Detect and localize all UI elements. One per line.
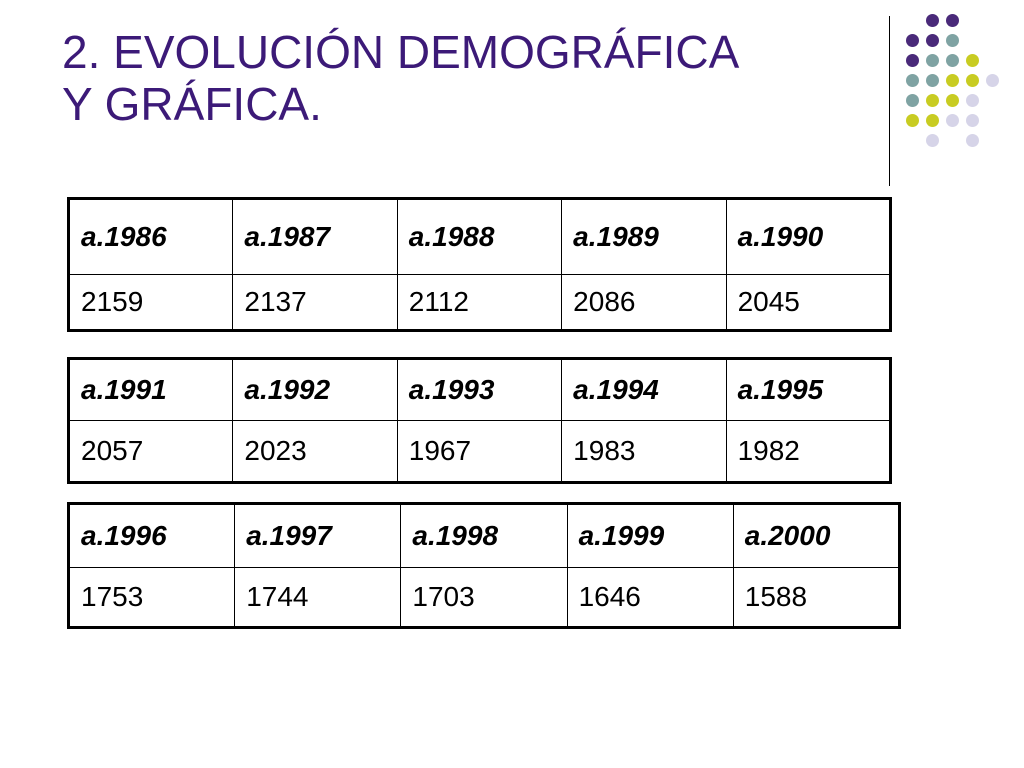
decorative-dot <box>966 54 979 67</box>
decorative-dot <box>986 74 999 87</box>
slide-title: 2. EVOLUCIÓN DEMOGRÁFICA Y GRÁFICA. <box>62 26 892 130</box>
decorative-dot <box>906 114 919 127</box>
population-cell: 2112 <box>396 274 563 332</box>
decorative-dot <box>906 74 919 87</box>
year-cell: a.1987 <box>232 197 398 275</box>
decorative-dot <box>926 134 939 147</box>
decorative-dot <box>966 94 979 107</box>
table-value-row: 1753 1744 1703 1646 1588 <box>66 567 902 629</box>
decorative-dot <box>966 74 979 87</box>
population-table-1996-2000: a.1996 a.1997 a.1998 a.1999 a.2000 1753 … <box>66 502 902 629</box>
year-cell: a.2000 <box>732 502 902 568</box>
population-cell: 1646 <box>566 567 734 629</box>
decorative-dot <box>966 114 979 127</box>
year-cell: a.1988 <box>396 197 563 275</box>
decorative-dot <box>946 34 959 47</box>
year-cell: a.1997 <box>234 502 402 568</box>
population-cell: 2045 <box>725 274 893 332</box>
year-cell: a.1993 <box>396 357 563 421</box>
population-cell: 1588 <box>732 567 902 629</box>
population-cell: 2137 <box>232 274 398 332</box>
population-cell: 1967 <box>396 420 563 484</box>
year-cell: a.1996 <box>66 502 236 568</box>
decorative-vertical-rule <box>889 16 890 186</box>
decorative-dot <box>906 94 919 107</box>
year-cell: a.1999 <box>566 502 734 568</box>
population-cell: 2057 <box>66 420 234 484</box>
year-cell: a.1998 <box>400 502 568 568</box>
slide-title-line-1: 2. EVOLUCIÓN DEMOGRÁFICA <box>62 26 740 78</box>
year-cell: a.1986 <box>66 197 234 275</box>
decorative-dot <box>926 94 939 107</box>
table-header-row: a.1991 a.1992 a.1993 a.1994 a.1995 <box>66 357 893 421</box>
decorative-dot <box>966 134 979 147</box>
population-cell: 1982 <box>725 420 893 484</box>
population-table-1991-1995: a.1991 a.1992 a.1993 a.1994 a.1995 2057 … <box>66 357 893 484</box>
decorative-dot <box>926 74 939 87</box>
year-cell: a.1989 <box>561 197 727 275</box>
year-cell: a.1991 <box>66 357 234 421</box>
year-cell: a.1994 <box>561 357 727 421</box>
decorative-dot <box>926 114 939 127</box>
decorative-dot <box>926 34 939 47</box>
decorative-dot <box>946 74 959 87</box>
population-cell: 2159 <box>66 274 234 332</box>
decorative-dot <box>906 34 919 47</box>
table-value-row: 2057 2023 1967 1983 1982 <box>66 420 893 484</box>
population-cell: 1744 <box>234 567 402 629</box>
decorative-dot <box>946 54 959 67</box>
year-cell: a.1990 <box>725 197 893 275</box>
table-header-row: a.1986 a.1987 a.1988 a.1989 a.1990 <box>66 197 893 275</box>
slide-title-line-2: Y GRÁFICA. <box>62 78 322 130</box>
decorative-dot-grid <box>906 14 1006 168</box>
decorative-dot <box>946 114 959 127</box>
population-cell: 1703 <box>400 567 568 629</box>
table-value-row: 2159 2137 2112 2086 2045 <box>66 274 893 332</box>
population-table-1986-1990: a.1986 a.1987 a.1988 a.1989 a.1990 2159 … <box>66 197 893 332</box>
year-cell: a.1995 <box>725 357 893 421</box>
population-cell: 2086 <box>561 274 727 332</box>
population-cell: 1983 <box>561 420 727 484</box>
decorative-dot <box>926 14 939 27</box>
decorative-dot <box>906 54 919 67</box>
decorative-dot <box>946 94 959 107</box>
table-header-row: a.1996 a.1997 a.1998 a.1999 a.2000 <box>66 502 902 568</box>
decorative-dot <box>926 54 939 67</box>
population-cell: 1753 <box>66 567 236 629</box>
decorative-dot <box>946 14 959 27</box>
population-cell: 2023 <box>232 420 398 484</box>
year-cell: a.1992 <box>232 357 398 421</box>
